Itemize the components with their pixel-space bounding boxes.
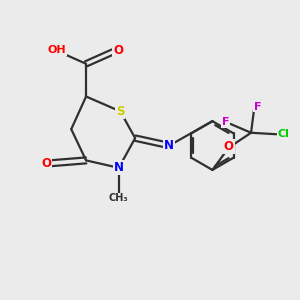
Text: F: F — [222, 117, 230, 128]
Text: N: N — [164, 139, 174, 152]
Text: O: O — [224, 140, 234, 153]
Text: O: O — [41, 157, 51, 170]
Text: S: S — [116, 105, 124, 118]
Text: N: N — [114, 161, 124, 174]
Text: CH₃: CH₃ — [109, 194, 129, 203]
Text: F: F — [254, 102, 261, 112]
Text: OH: OH — [47, 45, 66, 56]
Text: Cl: Cl — [278, 129, 290, 139]
Text: O: O — [113, 44, 123, 57]
